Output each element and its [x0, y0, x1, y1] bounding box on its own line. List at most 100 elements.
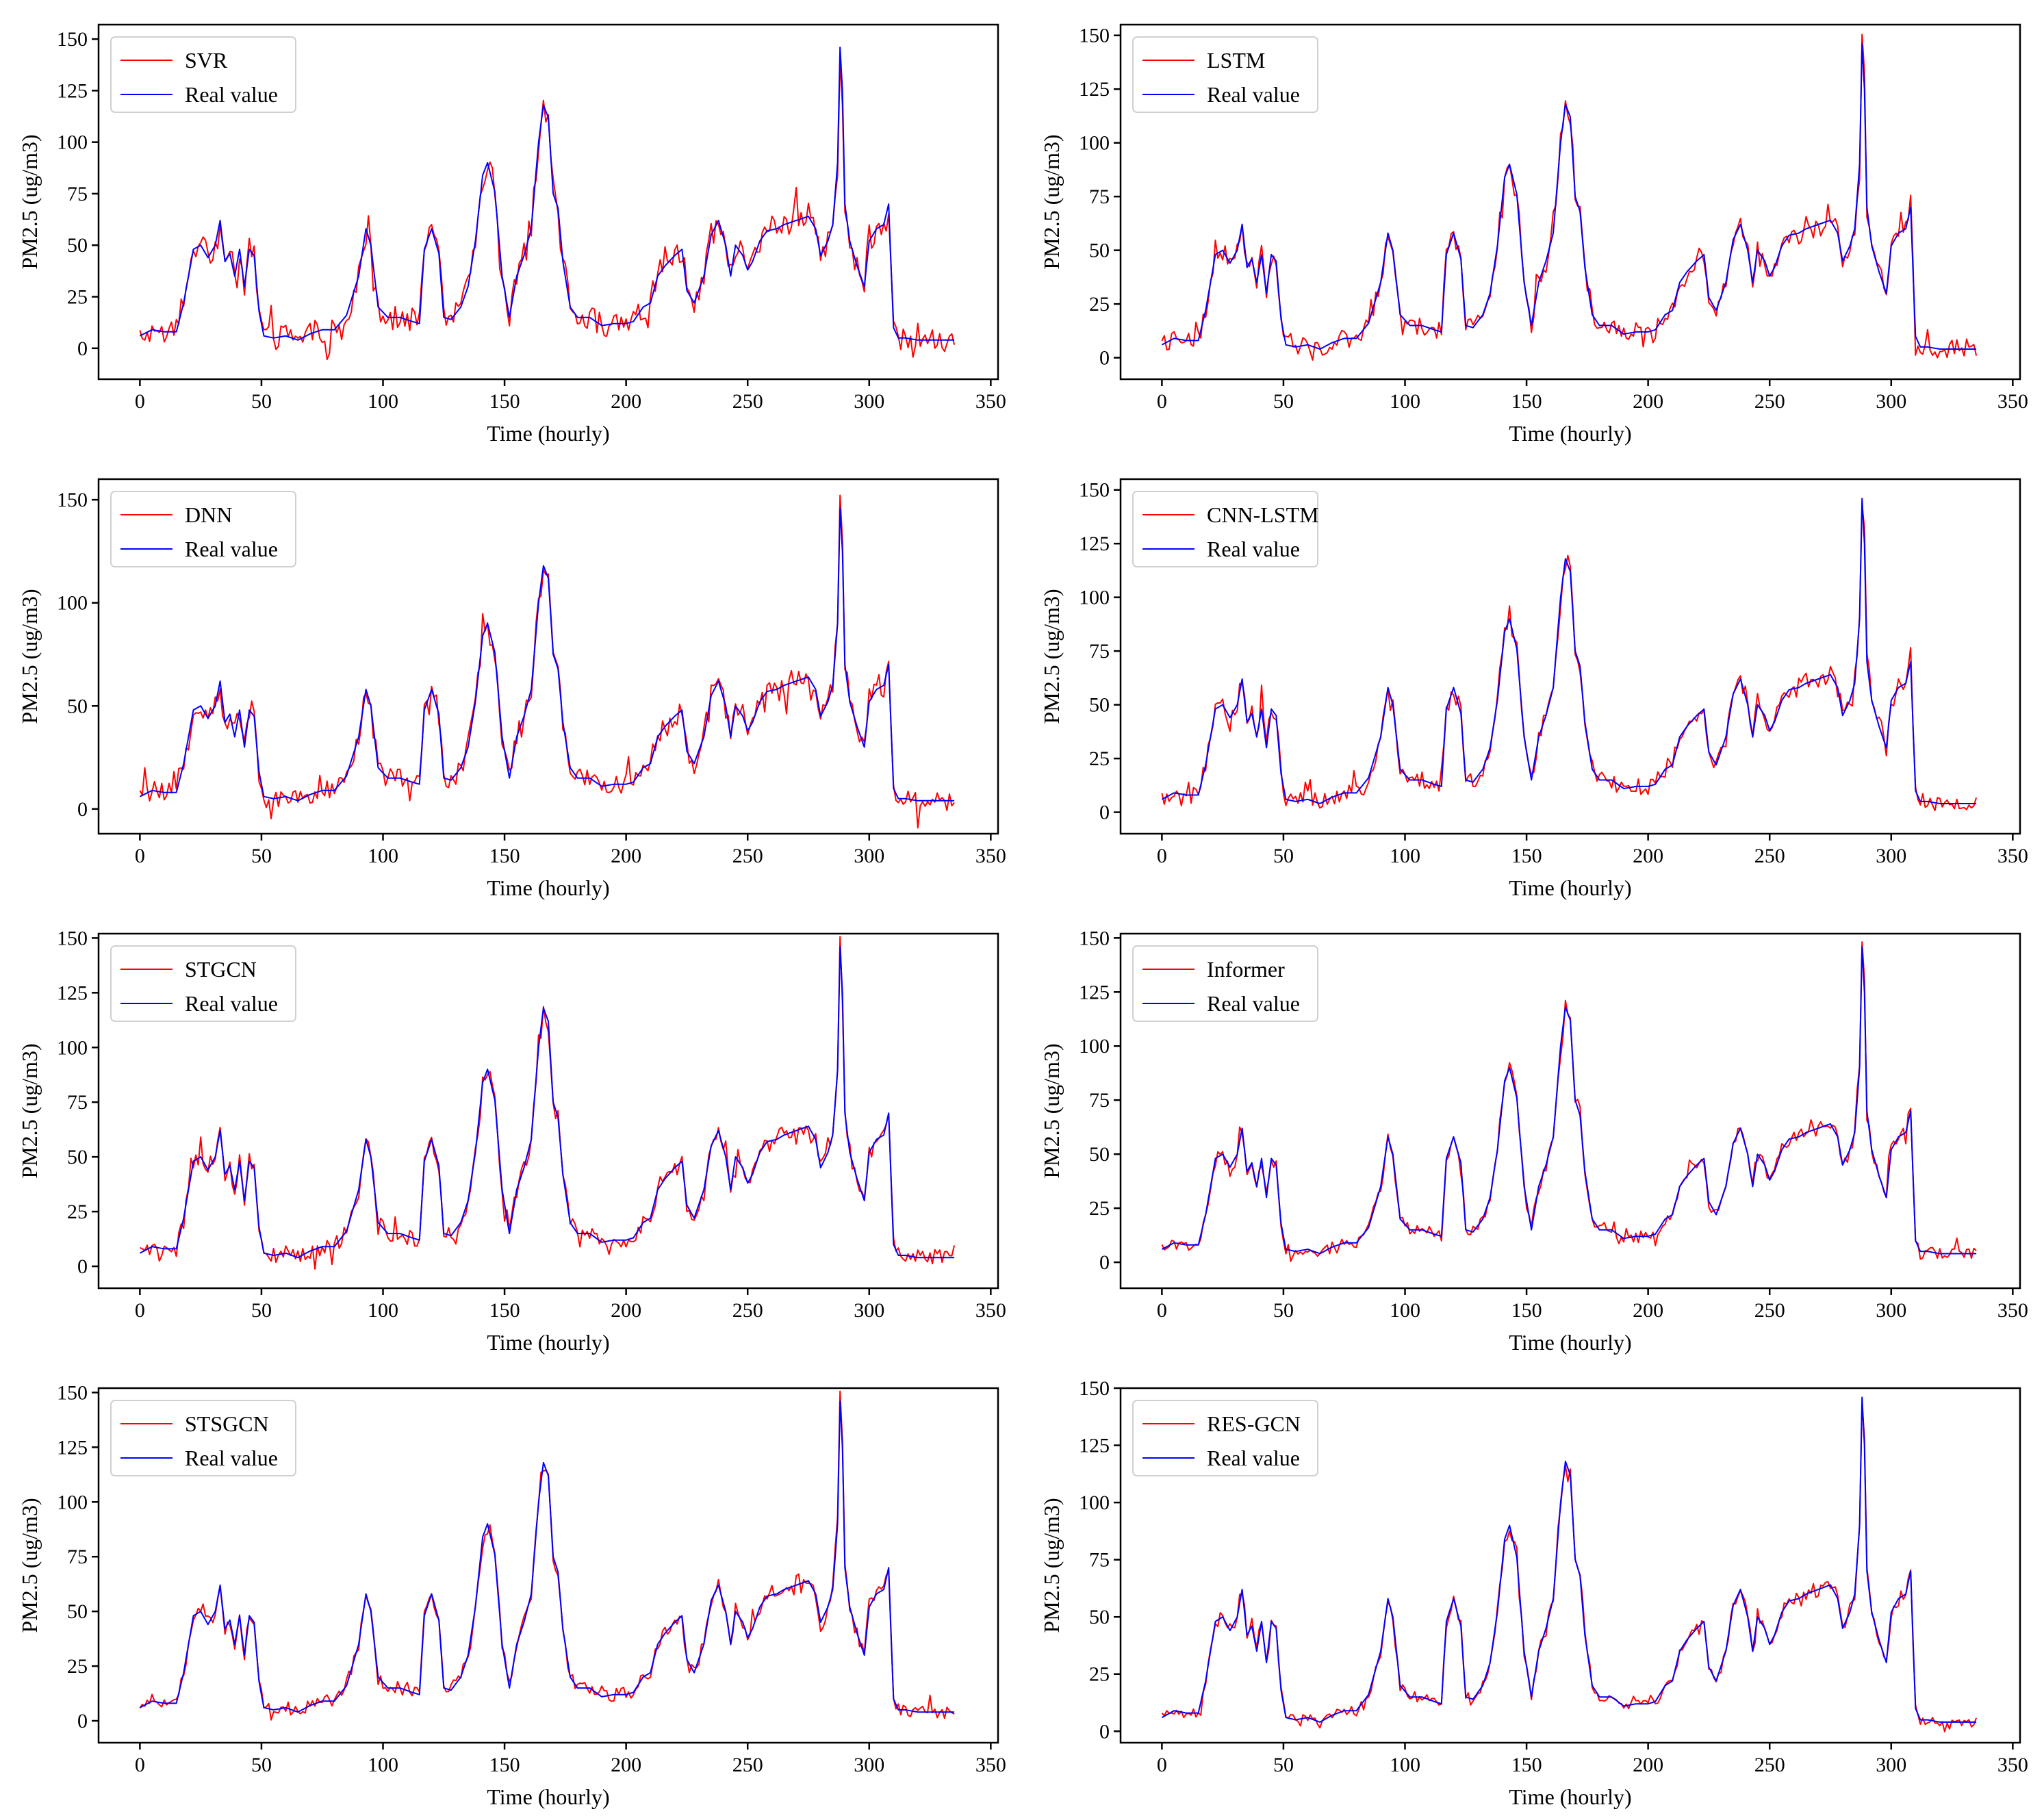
legend: DNN Real value [110, 491, 296, 567]
y-tick-label: 125 [57, 79, 88, 102]
x-axis-label: Time (hourly) [487, 1330, 609, 1355]
x-axis-label: Time (hourly) [1509, 421, 1631, 446]
x-tick-label: 250 [732, 390, 763, 413]
legend: STSGCN Real value [110, 1400, 296, 1476]
x-tick-label: 300 [1876, 1299, 1906, 1322]
y-tick-label: 25 [67, 1655, 88, 1678]
legend: SVR Real value [110, 36, 296, 113]
x-tick-label: 250 [732, 1299, 763, 1322]
x-tick-label: 200 [611, 390, 641, 413]
legend-box [110, 945, 296, 1022]
y-axis-label: PM2.5 (ug/m3) [17, 134, 42, 269]
x-axis-label: Time (hourly) [1509, 1784, 1631, 1809]
y-tick-label: 125 [1079, 1435, 1110, 1457]
y-axis-label: PM2.5 (ug/m3) [1039, 589, 1064, 724]
x-tick-label: 150 [1511, 390, 1542, 413]
y-tick-label: 50 [1089, 1606, 1110, 1628]
legend-label-prediction: STGCN [185, 957, 257, 982]
x-tick-label: 0 [1157, 845, 1167, 867]
y-tick-label: 100 [1079, 132, 1110, 155]
x-axis-label: Time (hourly) [1509, 875, 1631, 900]
x-tick-label: 300 [854, 1754, 884, 1776]
x-tick-label: 300 [1876, 1754, 1906, 1776]
panel-lstm: 0 50 100 150 200 250 300 350 0 25 50 75 100 125 150 Tim… [1039, 23, 2028, 446]
legend-label-real-value: Real value [1207, 537, 1300, 561]
y-tick-label: 75 [67, 183, 88, 205]
y-tick-label: 100 [57, 592, 88, 615]
y-tick-label: 50 [1089, 240, 1110, 262]
y-axis-label: PM2.5 (ug/m3) [17, 1043, 42, 1178]
series-line-real-value [139, 47, 955, 341]
plot-frame [97, 478, 999, 835]
y-tick-label: 100 [1079, 1035, 1110, 1058]
x-tick-label: 0 [1157, 1754, 1167, 1776]
panel-svr: 0 50 100 150 200 250 300 350 0 25 50 75 100 125 150 Tim… [17, 23, 1006, 446]
x-tick-label: 150 [489, 1299, 520, 1322]
y-tick-label: 50 [67, 1600, 88, 1623]
plot-frame [97, 1387, 999, 1744]
legend-box [110, 491, 296, 567]
y-tick-label: 50 [1089, 1143, 1110, 1166]
x-tick-label: 350 [1997, 1754, 2028, 1776]
panel-stgcn: 0 50 100 150 200 250 300 350 0 25 50 75 100 125 150 Tim… [17, 927, 1006, 1355]
x-tick-label: 250 [732, 1754, 763, 1776]
x-tick-label: 50 [1273, 1754, 1294, 1776]
x-tick-label: 250 [1754, 845, 1785, 867]
x-tick-label: 300 [854, 390, 884, 413]
x-tick-label: 300 [854, 1299, 884, 1322]
y-tick-label: 150 [1079, 479, 1110, 502]
x-tick-label: 300 [1876, 390, 1906, 413]
legend-label-prediction: SVR [185, 48, 228, 73]
x-tick-label: 100 [368, 845, 398, 867]
y-tick-label: 50 [1089, 694, 1110, 717]
series-line-prediction [1161, 504, 1978, 812]
x-tick-label: 100 [1390, 845, 1420, 867]
x-tick-label: 150 [489, 845, 520, 867]
x-tick-label: 50 [251, 1754, 272, 1776]
y-tick-label: 125 [57, 1436, 88, 1459]
legend-label-real-value: Real value [1207, 82, 1300, 107]
y-tick-label: 150 [57, 927, 88, 949]
legend: Informer Real value [1132, 945, 1318, 1022]
x-tick-label: 150 [1511, 1299, 1542, 1322]
series-line-real-value [139, 1400, 955, 1713]
series-line-real-value [1161, 498, 1977, 804]
y-tick-label: 0 [1099, 1251, 1110, 1274]
y-tick-label: 0 [77, 337, 88, 360]
x-tick-label: 50 [251, 390, 272, 413]
y-tick-label: 125 [1079, 981, 1110, 1003]
y-tick-label: 50 [67, 234, 88, 257]
y-tick-label: 100 [57, 1491, 88, 1513]
x-tick-label: 100 [368, 390, 398, 413]
x-tick-label: 200 [1633, 390, 1663, 413]
x-tick-label: 200 [1633, 1299, 1663, 1322]
legend-label-prediction: DNN [185, 502, 232, 527]
y-axis-label: PM2.5 (ug/m3) [17, 1498, 42, 1633]
y-tick-label: 125 [57, 982, 88, 1004]
x-tick-label: 0 [1157, 390, 1167, 413]
x-tick-label: 50 [251, 845, 272, 867]
y-tick-label: 25 [1089, 1197, 1110, 1220]
y-tick-label: 150 [1079, 927, 1110, 949]
y-axis-label: PM2.5 (ug/m3) [1039, 1043, 1064, 1178]
x-tick-label: 0 [135, 845, 145, 867]
x-axis-label: Time (hourly) [487, 1784, 609, 1809]
x-tick-label: 350 [975, 845, 1006, 867]
y-tick-label: 100 [1079, 1491, 1110, 1514]
y-tick-label: 100 [1079, 587, 1110, 609]
x-tick-label: 250 [1754, 1754, 1785, 1776]
legend-label-prediction: LSTM [1207, 48, 1265, 73]
x-tick-label: 100 [1390, 390, 1420, 413]
panel-dnn: 0 50 100 150 200 250 300 350 0 50 100 150 Time (hour… [17, 478, 1006, 900]
plot-frame [1119, 1387, 2021, 1744]
y-tick-label: 25 [1089, 747, 1110, 770]
x-tick-label: 150 [489, 390, 520, 413]
panel-stsgcn: 0 50 100 150 200 250 300 350 0 25 50 75 100 125 150 Tim… [17, 1381, 1006, 1809]
y-tick-label: 75 [1089, 185, 1110, 208]
plot-frame [1119, 23, 2021, 381]
y-axis-label: PM2.5 (ug/m3) [1039, 1498, 1064, 1633]
y-tick-label: 150 [1079, 1377, 1110, 1400]
x-tick-label: 50 [251, 1299, 272, 1322]
y-tick-label: 75 [67, 1091, 88, 1114]
